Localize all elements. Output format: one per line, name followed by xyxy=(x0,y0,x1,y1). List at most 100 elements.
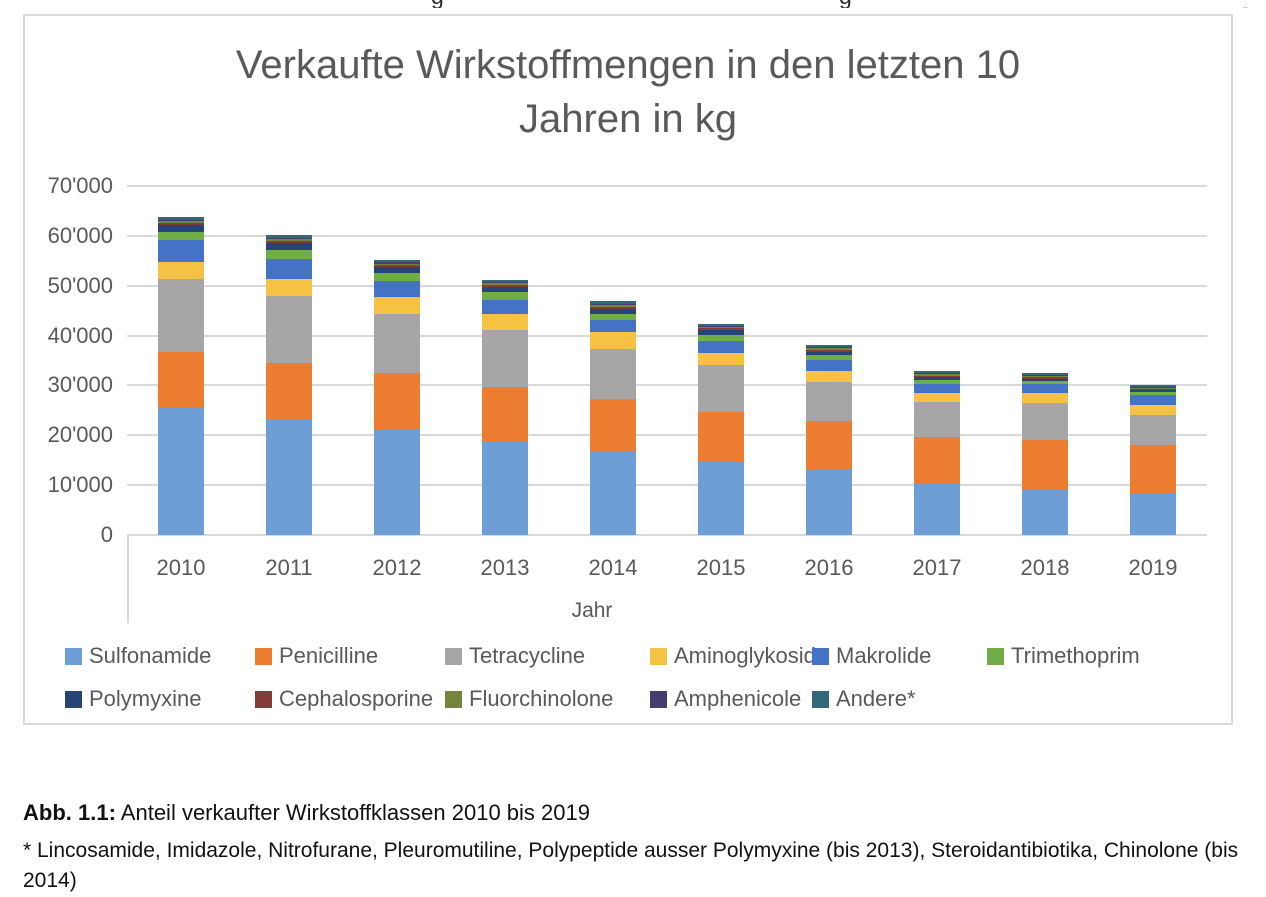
legend-swatch-icon xyxy=(650,690,667,708)
chart-title-text: Verkaufte Wirkstoffmengen in den letzten… xyxy=(235,43,1021,141)
bar-segment-2010-tetracycline xyxy=(158,278,204,352)
bar-segment-2017-aminoglykoside xyxy=(914,392,960,403)
legend-swatch-icon xyxy=(255,690,272,708)
bar-segment-2015-aminoglykoside xyxy=(698,353,744,366)
bar-segment-2018-fluorchinolone xyxy=(1022,376,1068,378)
x-axis-tick-label: 2011 xyxy=(265,555,313,580)
legend-label: Sulfonamide xyxy=(89,643,212,668)
bar-segment-2010-aminoglykoside xyxy=(158,261,204,279)
bar-segment-2010-fluorchinolone xyxy=(158,221,204,224)
bar-segment-2011-tetracycline xyxy=(266,295,312,363)
gridline xyxy=(127,334,1207,337)
legend-item-tetracycline: Tetracycline xyxy=(445,643,586,668)
x-axis-tick-label: 2014 xyxy=(588,555,638,580)
legend-item-andere: Andere* xyxy=(812,686,916,711)
bar-segment-2018-cephalosporine xyxy=(1022,377,1068,379)
bar-segment-2012-makrolide xyxy=(374,280,420,297)
bar-segment-2010-polymyxine xyxy=(158,225,204,232)
bar-segment-2010-cephalosporine xyxy=(158,223,204,226)
bar-segment-2019-fluorchinolone xyxy=(1130,387,1176,389)
legend-label: Makrolide xyxy=(836,643,932,668)
legend-swatch-icon xyxy=(650,647,667,665)
bar-segment-2018-aminoglykoside xyxy=(1022,392,1068,404)
bar-segment-2017-cephalosporine xyxy=(914,375,960,378)
gridline xyxy=(127,484,1207,487)
y-axis-tick-label: 50'000 xyxy=(47,272,113,298)
bar-segment-2018-trimethoprim xyxy=(1022,380,1068,385)
chart-area: Verkaufte Wirkstoffmengen in den letzten… xyxy=(23,14,1233,725)
bar-segment-2012-amphenicole xyxy=(374,262,420,264)
bar-segment-2012-sulfonamide xyxy=(374,428,420,535)
bar-segment-2019-andere xyxy=(1130,384,1176,387)
bar-segment-2015-sulfonamide xyxy=(698,460,744,535)
x-axis-tick-label: 2017 xyxy=(912,555,962,580)
gridline xyxy=(127,284,1207,287)
x-axis-title: Jahr xyxy=(571,599,613,622)
bar-segment-2010-makrolide xyxy=(158,240,204,262)
clipped-text-fragment: g xyxy=(839,0,852,8)
legend-item-sulfonamide: Sulfonamide xyxy=(65,643,212,668)
legend-label: Tetracycline xyxy=(469,643,586,668)
bar-segment-2012-penicilline xyxy=(374,372,420,429)
bar-segment-2013-tetracycline xyxy=(482,329,528,388)
bar-segment-2014-makrolide xyxy=(590,320,636,333)
x-axis-tick-label: 2018 xyxy=(1020,555,1070,580)
x-axis-tick-label: 2016 xyxy=(804,555,854,580)
bar-segment-2017-penicilline xyxy=(914,436,960,485)
legend-label: Andere* xyxy=(836,686,916,711)
bar-segment-2013-polymyxine xyxy=(482,287,528,293)
legend-swatch-icon xyxy=(255,647,272,665)
legend-label: Fluorchinolone xyxy=(469,686,614,711)
y-axis-tick-label: 30'000 xyxy=(47,372,113,398)
gridline xyxy=(127,185,1207,187)
bar-segment-2015-trimethoprim xyxy=(698,335,744,341)
legend-item-penicilline: Penicilline xyxy=(255,643,378,668)
bar-segment-2017-sulfonamide xyxy=(914,484,960,535)
bar-segment-2016-penicilline xyxy=(806,421,852,470)
bar-segment-2018-makrolide xyxy=(1022,384,1068,393)
bar-segment-2015-polymyxine xyxy=(698,329,744,336)
x-axis-tick-label: 2019 xyxy=(1128,555,1178,580)
figure-caption: Abb. 1.1: Anteil verkaufter Wirkstoffkla… xyxy=(23,800,1253,826)
legend-item-fluorchinolone: Fluorchinolone xyxy=(445,686,614,711)
bar-segment-2019-trimethoprim xyxy=(1130,392,1176,396)
bar-segment-2012-aminoglykoside xyxy=(374,296,420,314)
bar-segment-2015-cephalosporine xyxy=(698,328,744,330)
bar-segment-2013-aminoglykoside xyxy=(482,314,528,330)
x-axis-tick-label: 2015 xyxy=(696,555,746,580)
y-axis-tick-label: 70'000 xyxy=(47,173,113,198)
chart-title: Verkaufte Wirkstoffmengen in den letzten… xyxy=(25,38,1231,146)
bar-segment-2012-tetracycline xyxy=(374,313,420,373)
clipped-text-fragment: g xyxy=(431,0,444,8)
bar-segment-2011-polymyxine xyxy=(266,243,312,250)
y-axis-tick-label: 0 xyxy=(100,522,113,547)
bar-segment-2015-amphenicole xyxy=(698,326,744,328)
legend-item-makrolide: Makrolide xyxy=(812,643,932,668)
legend-swatch-icon xyxy=(812,690,829,708)
bar-segment-2016-cephalosporine xyxy=(806,349,852,352)
legend-label: Aminoglykoside xyxy=(674,643,829,668)
bar-segment-2014-amphenicole xyxy=(590,304,636,306)
legend-item-cephalosporine: Cephalosporine xyxy=(255,686,433,711)
legend-item-amphenicole: Amphenicole xyxy=(650,686,801,711)
bar-segment-2015-andere xyxy=(698,324,744,327)
x-axis-tick-label: 2010 xyxy=(156,555,206,580)
bar-segment-2013-sulfonamide xyxy=(482,441,528,535)
bar-segment-2011-makrolide xyxy=(266,259,312,279)
bar-segment-2017-polymyxine xyxy=(914,377,960,380)
bar-segment-2017-tetracycline xyxy=(914,402,960,437)
bar-segment-2014-andere xyxy=(590,301,636,305)
bar-segment-2019-sulfonamide xyxy=(1130,494,1176,535)
bar-segment-2017-fluorchinolone xyxy=(914,374,960,376)
bar-segment-2017-makrolide xyxy=(914,383,960,393)
bar-segment-2016-makrolide xyxy=(806,359,852,372)
bar-segment-2019-polymyxine xyxy=(1130,390,1176,393)
bar-segment-2010-andere xyxy=(158,217,204,220)
clipped-text-fragment: „ xyxy=(1243,0,1248,8)
legend-swatch-icon xyxy=(445,690,462,708)
bar-segment-2012-andere xyxy=(374,260,420,263)
bar-segment-2012-trimethoprim xyxy=(374,272,420,281)
bar-segment-2017-trimethoprim xyxy=(914,379,960,384)
plot-area: 70'000 60'000 50'000 40'000 30'000 20'000 10'0… xyxy=(25,16,1231,723)
bar-segment-2013-andere xyxy=(482,279,528,283)
